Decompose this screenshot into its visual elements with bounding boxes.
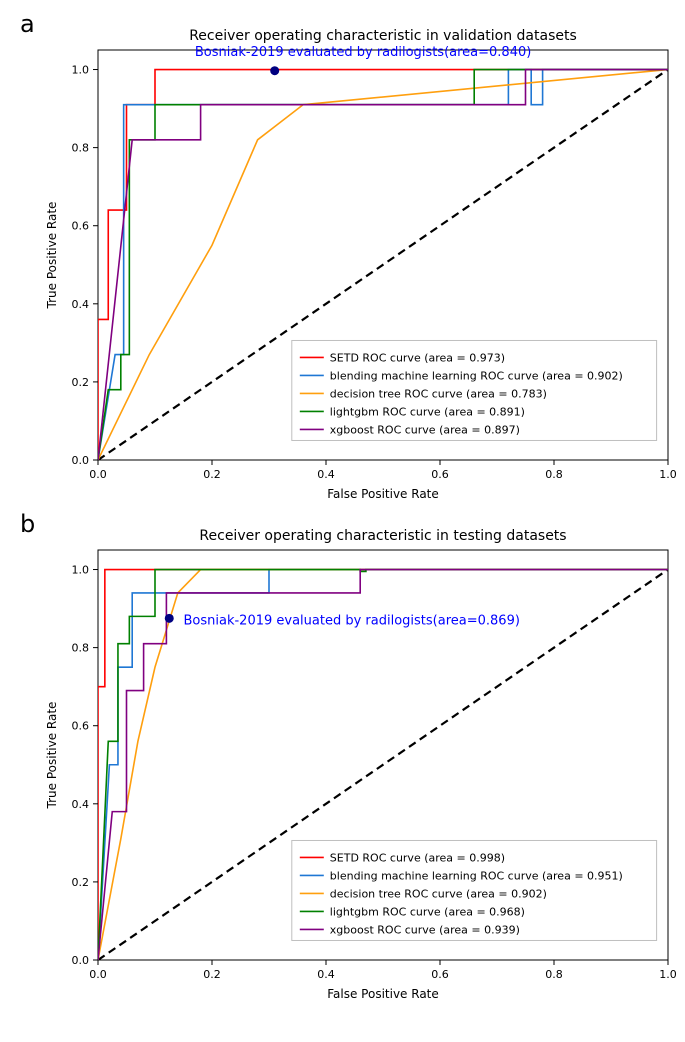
svg-text:0.6: 0.6	[431, 968, 449, 981]
svg-text:xgboost ROC curve (area = 0.89: xgboost ROC curve (area = 0.897)	[330, 423, 520, 436]
svg-text:0.8: 0.8	[545, 968, 563, 981]
svg-text:SETD ROC curve (area = 0.998): SETD ROC curve (area = 0.998)	[330, 851, 505, 864]
panel-a: a 0.0 0.2 0.4 0.6 0.8 1.0 0.0 0.2 0.4 0.6 0.8 1.0 Fa…	[20, 10, 685, 510]
panel-b: b 0.0 0.2 0.4 0.6 0.8 1.0 0.0 0.2 0.4 0.6 0.8 1.0 Fa…	[20, 510, 685, 1010]
panel-label-a: a	[20, 10, 35, 38]
svg-text:lightgbm ROC curve (area = 0.9: lightgbm ROC curve (area = 0.968)	[330, 905, 525, 918]
svg-text:0.2: 0.2	[72, 876, 90, 889]
svg-text:0.0: 0.0	[89, 468, 107, 481]
roc-figure: a 0.0 0.2 0.4 0.6 0.8 1.0 0.0 0.2 0.4 0.6 0.8 1.0 Fa…	[20, 10, 685, 1010]
svg-text:True Positive Rate: True Positive Rate	[45, 202, 59, 310]
svg-text:0.8: 0.8	[72, 642, 90, 655]
svg-text:1.0: 1.0	[72, 564, 90, 577]
svg-text:decision tree ROC curve (area: decision tree ROC curve (area = 0.902)	[330, 887, 547, 900]
svg-text:1.0: 1.0	[659, 968, 677, 981]
svg-text:0.4: 0.4	[317, 968, 335, 981]
panel-label-b: b	[20, 510, 35, 538]
svg-text:0.0: 0.0	[89, 968, 107, 981]
svg-text:Bosniak-2019 evaluated by radi: Bosniak-2019 evaluated by radilogists(ar…	[195, 45, 531, 60]
svg-text:lightgbm ROC curve (area = 0.8: lightgbm ROC curve (area = 0.891)	[330, 405, 525, 418]
svg-text:SETD ROC curve (area = 0.973): SETD ROC curve (area = 0.973)	[330, 351, 505, 364]
svg-text:0.4: 0.4	[72, 798, 90, 811]
svg-text:0.6: 0.6	[431, 468, 449, 481]
svg-text:1.0: 1.0	[659, 468, 677, 481]
svg-text:True Positive Rate: True Positive Rate	[45, 702, 59, 810]
svg-text:decision tree ROC curve (area: decision tree ROC curve (area = 0.783)	[330, 387, 547, 400]
roc-chart-a: 0.0 0.2 0.4 0.6 0.8 1.0 0.0 0.2 0.4 0.6 0.8 1.0 Fals…	[20, 10, 685, 510]
svg-text:False Positive Rate: False Positive Rate	[327, 487, 439, 501]
svg-text:0.8: 0.8	[72, 142, 90, 155]
svg-text:0.6: 0.6	[72, 720, 90, 733]
svg-text:blending machine learning ROC: blending machine learning ROC curve (are…	[330, 369, 623, 382]
svg-text:1.0: 1.0	[72, 64, 90, 77]
svg-text:0.4: 0.4	[317, 468, 335, 481]
svg-text:blending machine learning ROC: blending machine learning ROC curve (are…	[330, 869, 623, 882]
svg-text:0.4: 0.4	[72, 298, 90, 311]
svg-text:0.2: 0.2	[72, 376, 90, 389]
svg-text:0.6: 0.6	[72, 220, 90, 233]
svg-text:Receiver operating characteris: Receiver operating characteristic in tes…	[199, 528, 566, 544]
svg-text:0.0: 0.0	[72, 454, 90, 467]
svg-text:xgboost ROC curve (area = 0.93: xgboost ROC curve (area = 0.939)	[330, 923, 520, 936]
svg-text:0.8: 0.8	[545, 468, 563, 481]
svg-text:0.2: 0.2	[203, 468, 221, 481]
svg-text:0.2: 0.2	[203, 968, 221, 981]
svg-text:0.0: 0.0	[72, 954, 90, 967]
svg-text:Bosniak-2019 evaluated by radi: Bosniak-2019 evaluated by radilogists(ar…	[184, 613, 520, 628]
svg-text:False Positive Rate: False Positive Rate	[327, 987, 439, 1001]
roc-chart-b: 0.0 0.2 0.4 0.6 0.8 1.0 0.0 0.2 0.4 0.6 0.8 1.0 Fals…	[20, 510, 685, 1010]
svg-text:Receiver operating characteris: Receiver operating characteristic in val…	[189, 28, 577, 44]
